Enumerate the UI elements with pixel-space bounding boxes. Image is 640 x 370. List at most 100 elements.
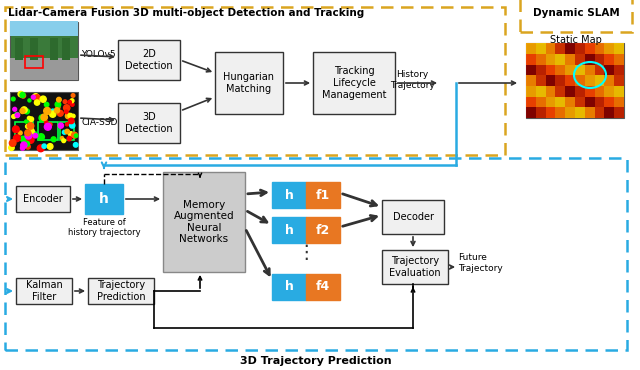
FancyBboxPatch shape xyxy=(614,43,624,54)
FancyBboxPatch shape xyxy=(10,21,78,36)
FancyBboxPatch shape xyxy=(526,75,536,86)
FancyBboxPatch shape xyxy=(595,107,604,118)
FancyBboxPatch shape xyxy=(585,107,595,118)
Circle shape xyxy=(20,142,27,148)
Circle shape xyxy=(25,132,32,139)
Text: f4: f4 xyxy=(316,280,330,293)
Circle shape xyxy=(68,132,73,137)
Circle shape xyxy=(25,120,28,123)
FancyBboxPatch shape xyxy=(595,97,604,107)
Circle shape xyxy=(19,131,22,135)
Circle shape xyxy=(15,112,19,118)
Circle shape xyxy=(25,130,31,136)
FancyBboxPatch shape xyxy=(575,64,585,75)
FancyBboxPatch shape xyxy=(62,38,70,60)
FancyBboxPatch shape xyxy=(585,97,595,107)
FancyBboxPatch shape xyxy=(604,43,614,54)
Circle shape xyxy=(56,105,60,109)
FancyBboxPatch shape xyxy=(88,278,154,304)
FancyBboxPatch shape xyxy=(585,64,595,75)
FancyBboxPatch shape xyxy=(536,97,545,107)
FancyBboxPatch shape xyxy=(306,182,340,208)
Circle shape xyxy=(70,103,74,106)
Text: Decoder: Decoder xyxy=(392,212,433,222)
Circle shape xyxy=(34,95,40,101)
Circle shape xyxy=(72,114,75,118)
FancyBboxPatch shape xyxy=(118,103,180,143)
Circle shape xyxy=(13,135,20,142)
Circle shape xyxy=(65,110,68,114)
Circle shape xyxy=(49,111,56,117)
FancyBboxPatch shape xyxy=(536,86,545,97)
Circle shape xyxy=(68,100,72,104)
FancyBboxPatch shape xyxy=(306,217,340,243)
Text: Trajectory
Evaluation: Trajectory Evaluation xyxy=(389,256,441,278)
FancyBboxPatch shape xyxy=(585,75,595,86)
FancyBboxPatch shape xyxy=(604,107,614,118)
Circle shape xyxy=(12,115,15,118)
FancyBboxPatch shape xyxy=(604,97,614,107)
Text: Tracking
Lifecycle
Management: Tracking Lifecycle Management xyxy=(322,66,387,100)
Text: f2: f2 xyxy=(316,223,330,236)
Circle shape xyxy=(49,123,52,126)
Circle shape xyxy=(45,121,48,124)
Circle shape xyxy=(13,126,19,132)
FancyBboxPatch shape xyxy=(16,278,72,304)
FancyBboxPatch shape xyxy=(565,75,575,86)
Text: 3D
Detection: 3D Detection xyxy=(125,112,173,134)
Circle shape xyxy=(47,144,53,149)
FancyBboxPatch shape xyxy=(526,97,536,107)
Circle shape xyxy=(10,140,16,147)
FancyBboxPatch shape xyxy=(565,54,575,64)
Circle shape xyxy=(44,123,51,130)
FancyBboxPatch shape xyxy=(526,43,536,54)
FancyBboxPatch shape xyxy=(536,107,545,118)
Text: Feature of
history trajectory: Feature of history trajectory xyxy=(68,218,140,238)
Text: Memory
Augmented
Neural
Networks: Memory Augmented Neural Networks xyxy=(173,199,234,245)
FancyBboxPatch shape xyxy=(556,54,565,64)
Circle shape xyxy=(27,137,34,144)
Circle shape xyxy=(70,99,74,103)
Circle shape xyxy=(58,110,63,116)
Circle shape xyxy=(9,145,14,151)
FancyBboxPatch shape xyxy=(85,184,123,214)
FancyBboxPatch shape xyxy=(565,107,575,118)
Text: YOLOv5: YOLOv5 xyxy=(81,50,116,58)
Circle shape xyxy=(65,113,71,119)
Circle shape xyxy=(29,128,34,134)
Circle shape xyxy=(20,92,25,98)
FancyBboxPatch shape xyxy=(15,38,23,60)
Circle shape xyxy=(18,91,24,97)
FancyBboxPatch shape xyxy=(545,97,556,107)
Circle shape xyxy=(21,107,27,113)
Text: Hungarian
Matching: Hungarian Matching xyxy=(223,72,275,94)
Text: Dynamic SLAM: Dynamic SLAM xyxy=(532,8,620,18)
Circle shape xyxy=(67,137,72,141)
FancyBboxPatch shape xyxy=(545,86,556,97)
FancyBboxPatch shape xyxy=(272,217,306,243)
Circle shape xyxy=(62,130,67,134)
Circle shape xyxy=(54,108,60,113)
FancyBboxPatch shape xyxy=(556,64,565,75)
Circle shape xyxy=(71,94,75,97)
Circle shape xyxy=(15,113,20,117)
FancyBboxPatch shape xyxy=(595,54,604,64)
Circle shape xyxy=(51,109,55,114)
Circle shape xyxy=(39,115,45,121)
FancyBboxPatch shape xyxy=(10,22,78,80)
FancyBboxPatch shape xyxy=(556,86,565,97)
Circle shape xyxy=(33,94,39,100)
FancyBboxPatch shape xyxy=(575,97,585,107)
Circle shape xyxy=(33,134,38,138)
FancyBboxPatch shape xyxy=(306,274,340,300)
FancyBboxPatch shape xyxy=(118,40,180,80)
FancyBboxPatch shape xyxy=(10,92,78,150)
FancyBboxPatch shape xyxy=(565,86,575,97)
FancyBboxPatch shape xyxy=(575,43,585,54)
Circle shape xyxy=(70,123,75,128)
Circle shape xyxy=(28,99,31,102)
FancyBboxPatch shape xyxy=(595,64,604,75)
Circle shape xyxy=(60,137,63,139)
Circle shape xyxy=(31,95,35,99)
FancyBboxPatch shape xyxy=(545,43,556,54)
